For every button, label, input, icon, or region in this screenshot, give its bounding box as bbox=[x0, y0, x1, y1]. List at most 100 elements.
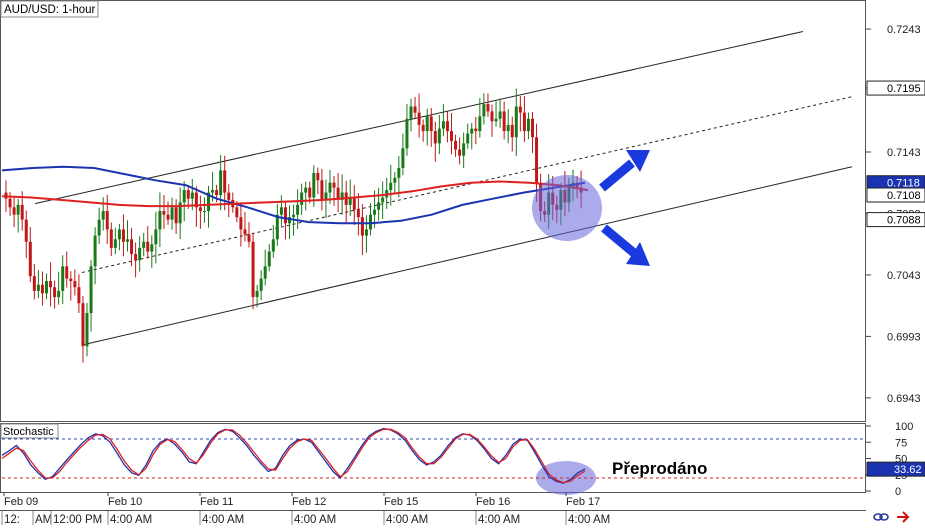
stochastic-title: Stochastic bbox=[3, 426, 54, 438]
candle-body bbox=[364, 229, 368, 236]
candle-body bbox=[162, 211, 166, 215]
up-arrow-shaft bbox=[599, 159, 635, 192]
candle-body bbox=[498, 111, 502, 119]
chart-title-box bbox=[0, 0, 99, 18]
moving-averages bbox=[1, 165, 589, 225]
candle-body bbox=[377, 202, 381, 210]
down-arrow-shaft bbox=[601, 224, 637, 257]
candle-body bbox=[16, 204, 20, 215]
candles bbox=[4, 88, 583, 363]
date-tick-label: Feb 16 bbox=[476, 496, 510, 508]
candle-body bbox=[490, 111, 494, 122]
candle-body bbox=[219, 170, 223, 196]
candle-body bbox=[65, 266, 69, 279]
candle-body bbox=[458, 149, 462, 156]
candle-body bbox=[522, 112, 526, 132]
time-tick-label: 4:00 AM bbox=[568, 514, 610, 525]
candle-body bbox=[255, 290, 259, 298]
candle-body bbox=[328, 182, 332, 193]
candle-body bbox=[202, 211, 206, 212]
candle-body bbox=[142, 241, 146, 248]
channel-lower-line bbox=[81, 166, 853, 346]
candle-body bbox=[12, 207, 16, 215]
date-tick-label: Feb 10 bbox=[108, 496, 142, 508]
stochastic-tick-label: 100 bbox=[895, 421, 913, 433]
candle-body bbox=[194, 192, 198, 208]
chart-title: AUD/USD: 1-hour bbox=[4, 4, 96, 16]
candle-body bbox=[109, 229, 113, 248]
candle-body bbox=[324, 192, 328, 200]
annotations bbox=[532, 150, 650, 495]
stochastic-lines bbox=[1, 427, 864, 484]
price-tick-label: 0.6943 bbox=[887, 393, 921, 405]
candle-body bbox=[40, 284, 44, 294]
candle-body bbox=[36, 284, 40, 291]
candle-body bbox=[405, 118, 409, 149]
candle-body bbox=[85, 313, 89, 347]
candle-body bbox=[466, 133, 470, 144]
candle-body bbox=[251, 241, 255, 298]
candle-body bbox=[150, 244, 154, 252]
candle-body bbox=[417, 112, 421, 125]
stochastic-axis: 100755025033.62 bbox=[866, 421, 925, 498]
candle-body bbox=[506, 124, 510, 132]
candle-body bbox=[178, 202, 182, 224]
date-tick-label: Feb 11 bbox=[200, 496, 233, 508]
candle-body bbox=[275, 214, 279, 240]
candle-body bbox=[97, 219, 101, 236]
candle-body bbox=[61, 266, 65, 291]
time-axis: Feb 09 Feb 10 Feb 11 Feb 12 Feb 15 Feb 16 Feb … bbox=[1, 492, 610, 526]
link-icon[interactable] bbox=[873, 513, 889, 521]
candle-body bbox=[130, 239, 134, 255]
candle-body bbox=[263, 266, 267, 279]
candle-body bbox=[470, 128, 474, 134]
price-label-text: 0.7108 bbox=[887, 190, 921, 202]
candle-body bbox=[235, 207, 239, 218]
forward-arrow-icon[interactable] bbox=[897, 511, 910, 523]
price-label-text: 0.7118 bbox=[887, 178, 920, 190]
candle-body bbox=[186, 190, 190, 199]
candle-body bbox=[348, 197, 352, 205]
candle-body bbox=[279, 207, 283, 215]
candle-body bbox=[259, 278, 263, 291]
candle-body bbox=[482, 104, 486, 117]
candle-body bbox=[283, 207, 287, 224]
candle-body bbox=[360, 217, 364, 236]
candle-body bbox=[518, 106, 522, 113]
candle-body bbox=[121, 229, 125, 242]
candle-body bbox=[89, 266, 93, 314]
candle-body bbox=[182, 190, 186, 203]
time-tick-label: AM bbox=[35, 514, 52, 525]
stochastic-tick-label: 75 bbox=[895, 437, 907, 449]
candle-body bbox=[340, 192, 344, 200]
candle-body bbox=[454, 140, 458, 150]
candle-body bbox=[190, 192, 194, 199]
candle-body bbox=[409, 106, 413, 119]
time-tick-label: 12: bbox=[4, 514, 20, 525]
candle-body bbox=[154, 229, 158, 245]
candle-body bbox=[381, 197, 385, 203]
candle-body bbox=[267, 251, 271, 267]
candle-body bbox=[486, 104, 490, 112]
candle-body bbox=[24, 219, 28, 242]
candle-body bbox=[73, 281, 77, 288]
candle-body bbox=[433, 131, 437, 144]
time-tick-label: 12:00 PM bbox=[53, 514, 102, 525]
candle-body bbox=[158, 211, 162, 230]
price-label-text: 0.7195 bbox=[887, 83, 921, 95]
time-tick-label: 4:00 AM bbox=[478, 514, 520, 525]
candle-body bbox=[300, 192, 304, 205]
up-arrow-head bbox=[626, 150, 650, 172]
time-tick-label: 4:00 AM bbox=[110, 514, 152, 525]
candle-body bbox=[101, 211, 105, 220]
date-tick-label: Feb 09 bbox=[4, 496, 38, 508]
candle-body bbox=[239, 217, 243, 230]
price-label-box bbox=[866, 80, 925, 96]
price-tick-label: 0.7043 bbox=[887, 270, 921, 282]
candle-body bbox=[243, 229, 247, 235]
price-label-box bbox=[866, 187, 925, 203]
candle-body bbox=[207, 192, 210, 211]
down-arrow-head bbox=[626, 242, 650, 266]
candle-body bbox=[397, 167, 401, 178]
